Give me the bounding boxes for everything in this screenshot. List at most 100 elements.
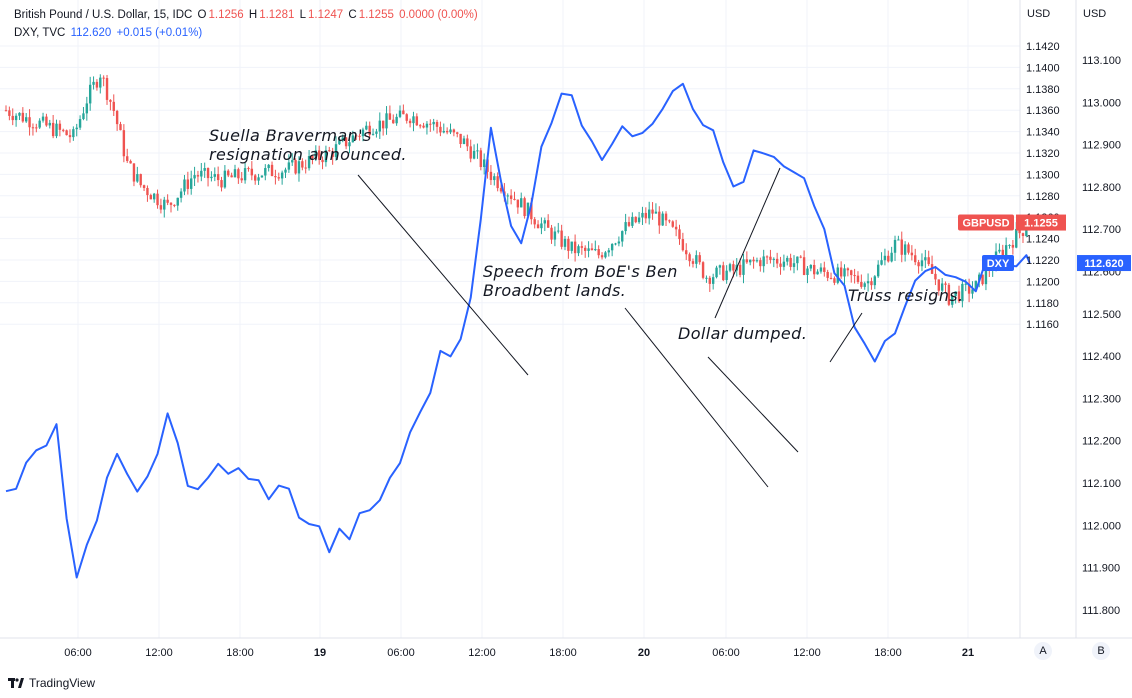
- gbpusd-candle-body: [415, 116, 419, 126]
- price-axis-a[interactable]: 1.1420 1.1400 1.1380 1.1360 1.1340 1.1320 1.13…: [1026, 41, 1060, 331]
- gbpusd-candle-body: [546, 220, 550, 228]
- gbpusd-last-value-tag: [1016, 214, 1066, 231]
- symbol-legend-dxy[interactable]: DXY, TVC 112.620 +0.015 (+0.01%): [14, 27, 204, 39]
- gbpusd-candle-body: [809, 264, 813, 269]
- gbpusd-candle-body: [509, 195, 513, 199]
- gbpusd-candle-body: [846, 268, 850, 271]
- gbpusd-candle-body: [944, 283, 947, 285]
- annotation-truss: Truss resigns.: [848, 286, 964, 305]
- gbpusd-candle-body: [227, 170, 230, 176]
- gbpusd-candle-body: [637, 217, 641, 223]
- gbpusd-candle-body: [442, 130, 445, 133]
- axis-b-tick-label: 112.700: [1082, 224, 1121, 236]
- gbpusd-candle-body: [92, 81, 95, 85]
- gbpusd-candle-body: [115, 110, 119, 125]
- price-axis-b[interactable]: 113.100 113.000 112.900 112.800 112.700 112.6…: [1082, 55, 1121, 617]
- gbpusd-candle-body: [358, 135, 361, 137]
- gbpusd-candle-body: [924, 257, 927, 261]
- time-axis-tick-label: 19: [314, 647, 326, 659]
- gbpusd-candle-body: [51, 122, 55, 137]
- scale-b-button[interactable]: B: [1092, 642, 1110, 660]
- gbpusd-candle-body: [1001, 249, 1004, 256]
- gbpusd-candle-body: [530, 202, 533, 220]
- gbpusd-candle-body: [301, 161, 304, 168]
- gbpusd-candle-body: [45, 116, 48, 126]
- gbpusd-candle-body: [752, 259, 755, 262]
- gbpusd-candle-body: [671, 221, 674, 227]
- gbpusd-candle-body: [715, 267, 718, 278]
- axis-a-tick-label: 1.1400: [1026, 62, 1060, 74]
- axis-b-tick-label: 112.100: [1082, 478, 1121, 490]
- gbpusd-candle-body: [385, 113, 388, 129]
- gbpusd-candle-body: [499, 188, 503, 192]
- gbpusd-candle-body: [920, 260, 924, 267]
- gbpusd-candle-body: [284, 169, 287, 173]
- gbpusd-candle-body: [206, 168, 210, 179]
- gbpusd-candle-body: [196, 175, 200, 177]
- gbpusd-candle-body: [449, 129, 452, 133]
- gbpusd-candle-body: [553, 231, 557, 240]
- gbpusd-candle-body: [836, 267, 839, 283]
- axis-b-tick-label: 112.800: [1082, 182, 1121, 194]
- gbpusd-candle-body: [35, 127, 38, 129]
- gbpusd-candle-body: [951, 295, 954, 305]
- gbpusd-candle-body: [68, 135, 72, 138]
- gbpusd-candle-body: [839, 267, 843, 277]
- gbpusd-candle-body: [681, 239, 685, 251]
- gbpusd-candle-body: [843, 268, 846, 277]
- gbpusd-candle-body: [152, 193, 156, 200]
- gbpusd-candle-body: [58, 123, 62, 130]
- gbpusd-candle-body: [402, 110, 405, 115]
- gbpusd-candle-body: [95, 81, 99, 88]
- gbpusd-candle-body: [48, 122, 51, 126]
- axis-b-tick-label: 113.100: [1082, 55, 1121, 67]
- gbpusd-candle-body: [627, 222, 631, 226]
- axis-b-tick-label: 112.900: [1082, 140, 1121, 152]
- time-axis[interactable]: 06:00 12:00 18:00 19 06:00 12:00 18:00 20 06:00 1…: [64, 647, 974, 659]
- axis-a-tick-label: 1.1360: [1026, 105, 1060, 117]
- gbpusd-candle-body: [14, 115, 18, 121]
- gbpusd-candle-body: [789, 257, 792, 267]
- gbpusd-candle-body: [496, 176, 499, 189]
- gbpusd-candle-body: [1008, 244, 1011, 246]
- annotation-pointer-line: [707, 356, 799, 453]
- gbpusd-candle-body: [139, 174, 142, 186]
- scale-a-button[interactable]: A: [1034, 642, 1052, 660]
- axis-b-tick-label: 112.000: [1082, 520, 1121, 532]
- gbpusd-candle-body: [267, 164, 270, 169]
- last-value-tags: DXY 112.620 GBPUSD 1.1255: [958, 214, 1131, 272]
- gbpusd-candle-body: [772, 258, 775, 260]
- gbpusd-candle-body: [260, 175, 264, 178]
- gbpusd-candle-body: [338, 140, 341, 145]
- gbpusd-candle-body: [974, 280, 978, 290]
- tradingview-brand[interactable]: TradingView: [8, 676, 95, 690]
- gbpusd-candle-body: [193, 175, 196, 179]
- gbpusd-candle-body: [126, 156, 129, 161]
- gbpusd-candle-body: [806, 268, 809, 275]
- gbpusd-candle-body: [722, 265, 725, 281]
- symbol-legend-gbpusd[interactable]: British Pound / U.S. Dollar, 15, IDC O 1.…: [14, 9, 480, 21]
- gbpusd-candle-body: [18, 112, 21, 116]
- open-label: O: [197, 9, 207, 21]
- gbpusd-candle-body: [543, 220, 546, 224]
- gbpusd-candle-body: [584, 247, 587, 251]
- annotation-arrows: [357, 167, 863, 488]
- gbpusd-candle-body: [179, 191, 183, 198]
- gbpusd-candle-body: [893, 239, 897, 253]
- gbpusd-candle-body: [577, 246, 580, 254]
- gbpusd-candle-body: [557, 230, 560, 232]
- axis-a-tick-label: 1.1180: [1026, 298, 1059, 310]
- axis-a-tick-label: 1.1240: [1026, 234, 1060, 246]
- gbpusd-candle-body: [257, 177, 260, 181]
- gbpusd-candle-body: [41, 116, 45, 121]
- axis-b-unit: USD: [1083, 8, 1107, 20]
- gbpusd-candle-body: [216, 174, 220, 181]
- annotation-dollar-dumped: Dollar dumped.: [678, 324, 808, 343]
- gbpusd-candle-body: [398, 110, 402, 117]
- gbpusd-candle-body: [718, 265, 722, 268]
- dxy-last-value-label: 112.620: [1084, 258, 1123, 270]
- gbpusd-candle-body: [166, 199, 169, 203]
- gbpusd-candle-body: [88, 84, 92, 104]
- axis-a-tick-label: 1.1280: [1026, 191, 1060, 203]
